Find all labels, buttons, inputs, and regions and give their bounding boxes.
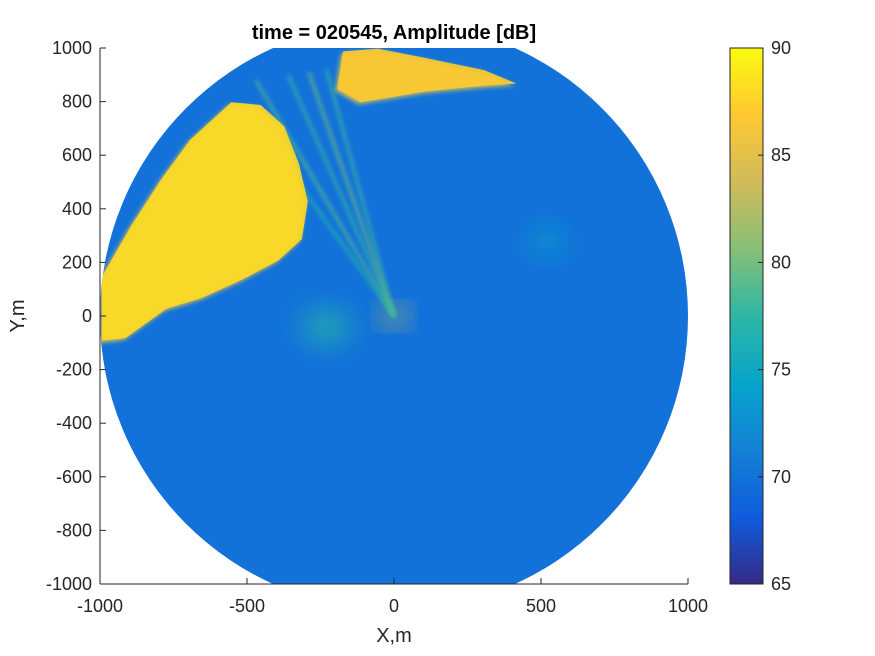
colorbar-tick-label: 85: [771, 145, 791, 165]
high-return-region: [337, 48, 517, 103]
y-tick-label: 1000: [52, 38, 92, 58]
y-tick-label: 800: [62, 92, 92, 112]
colorbar-gradient: [729, 47, 764, 585]
colorbar-tick-label: 90: [771, 38, 791, 58]
y-axis: -1000 -800 -600 -400 -200 0 200 400 600 800 1000: [46, 38, 106, 594]
y-tick-label: 0: [82, 306, 92, 326]
moderate-return-region: [529, 228, 565, 254]
y-tick-label: 600: [62, 145, 92, 165]
y-tick-label: -1000: [46, 574, 92, 594]
x-tick-label: 500: [526, 596, 556, 616]
x-tick-label: 1000: [668, 596, 708, 616]
x-tick-label: 0: [389, 596, 399, 616]
colorbar-tick-label: 70: [771, 467, 791, 487]
beam-streak: [307, 71, 396, 317]
x-tick-label: -500: [229, 596, 265, 616]
x-axis-label: X,m: [376, 625, 412, 647]
colorbar-tick-label: 80: [771, 252, 791, 272]
beam-streak: [324, 69, 396, 317]
heat-layer: [100, 48, 565, 344]
y-axis-label: Y,m: [7, 300, 29, 333]
colorbar: 65 70 75 80 85 90: [729, 38, 791, 594]
y-tick-label: -600: [56, 467, 92, 487]
y-tick-label: -400: [56, 413, 92, 433]
colorbar-tick-label: 65: [771, 574, 791, 594]
y-tick-label: -800: [56, 520, 92, 540]
high-return-region: [102, 102, 308, 341]
beam-streak: [254, 79, 396, 317]
moderate-return-region: [302, 309, 350, 344]
beam-streak: [286, 74, 396, 317]
y-tick-label: 400: [62, 199, 92, 219]
plot-area: [100, 48, 688, 584]
y-tick-label: 200: [62, 252, 92, 272]
x-tick-label: -1000: [77, 596, 123, 616]
y-tick-label: -200: [56, 360, 92, 380]
colorbar-tick-label: 75: [771, 360, 791, 380]
colorbar-ticks: 65 70 75 80 85 90: [758, 38, 791, 594]
chart-title: time = 020545, Amplitude [dB]: [252, 22, 536, 44]
x-axis: -1000 -500 0 500 1000: [77, 578, 708, 616]
